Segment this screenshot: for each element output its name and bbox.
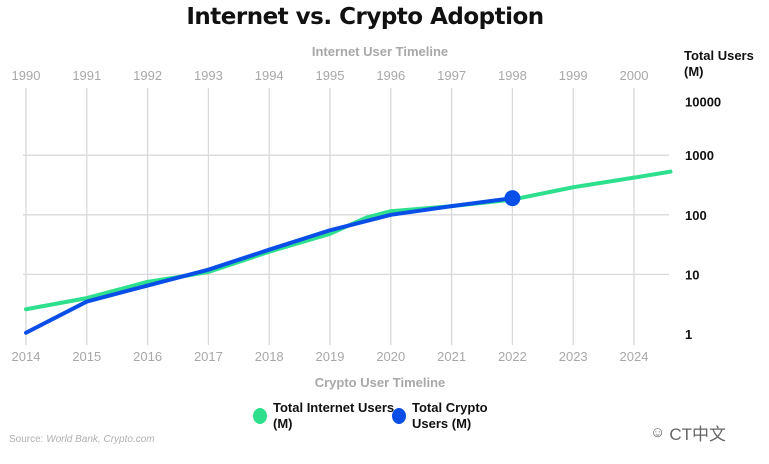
x-tick-label: 2022 <box>498 349 527 364</box>
source-note: Source: World Bank, Crypto.com <box>9 434 155 445</box>
top-axis-tick-label: 1995 <box>316 68 345 83</box>
legend-label-crypto: Total Crypto Users (M) <box>412 400 488 431</box>
y-tick-label: 10 <box>685 267 699 282</box>
top-axis-tick-label: 1998 <box>498 68 527 83</box>
crypto-end-marker <box>504 190 521 207</box>
x-tick-label: 2023 <box>559 349 588 364</box>
top-axis-tick-label: 1991 <box>72 68 101 83</box>
wechat-icon: ☺ <box>650 424 666 441</box>
legend-label-internet: Total Internet Users (M) <box>273 400 395 431</box>
y-tick-label: 10000 <box>685 95 721 110</box>
watermark-text: CT中文 <box>669 425 726 444</box>
top-axis-tick-label: 1996 <box>376 68 405 83</box>
x-tick-label: 2014 <box>12 349 41 364</box>
y-axis-title: Total Users (M) <box>684 48 754 79</box>
legend-item-internet: Total Internet Users (M) <box>253 400 398 432</box>
y-tick-label: 1 <box>685 327 692 342</box>
y-tick-label: 1000 <box>685 148 714 163</box>
top-axis-tick-label: 1990 <box>12 68 41 83</box>
top-axis-title: Internet User Timeline <box>311 44 449 59</box>
source-text: World Bank, Crypto.com <box>46 434 155 445</box>
y-tick-label: 100 <box>685 208 707 223</box>
top-axis-tick-label: 1997 <box>437 68 466 83</box>
legend-swatch-crypto <box>392 408 406 424</box>
legend-item-crypto: Total Crypto Users (M) <box>392 400 522 432</box>
x-tick-label: 2024 <box>620 349 649 364</box>
x-tick-label: 2017 <box>194 349 223 364</box>
top-axis-tick-label: 1999 <box>559 68 588 83</box>
x-tick-label: 2018 <box>255 349 284 364</box>
x-tick-label: 2019 <box>316 349 345 364</box>
x-tick-label: 2020 <box>376 349 405 364</box>
legend-swatch-internet <box>253 408 267 424</box>
source-label: Source: <box>9 434 44 445</box>
top-axis-tick-label: 1994 <box>255 68 284 83</box>
top-axis-tick-label: 1993 <box>194 68 223 83</box>
top-axis-tick-label: 2000 <box>620 68 649 83</box>
chart-title: Internet vs. Crypto Adoption <box>186 4 544 30</box>
top-axis-tick-label: 1992 <box>133 68 162 83</box>
x-tick-label: 2021 <box>437 349 466 364</box>
x-axis-title: Crypto User Timeline <box>314 375 446 390</box>
x-tick-label: 2015 <box>72 349 101 364</box>
x-tick-label: 2016 <box>133 349 162 364</box>
watermark: ☺ CT中文 <box>650 420 726 445</box>
